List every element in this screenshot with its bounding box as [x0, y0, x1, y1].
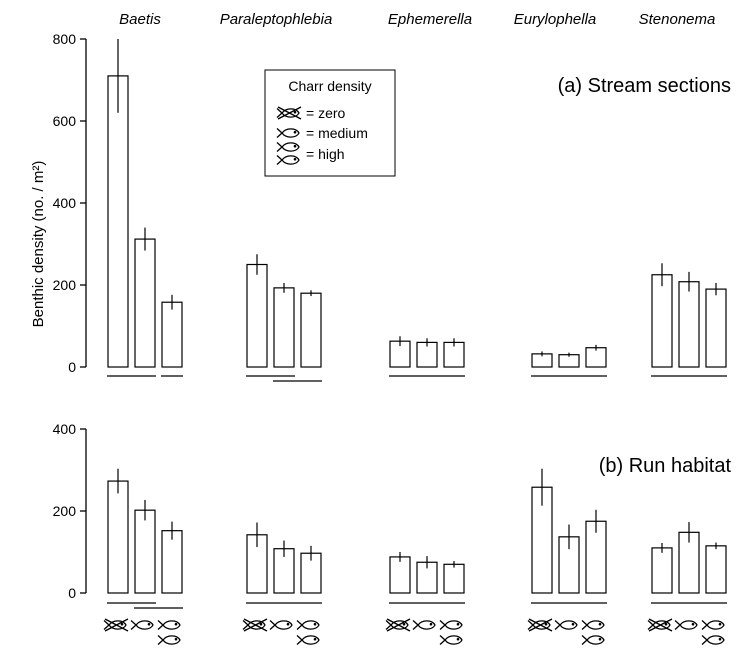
charr-density-icons-row	[104, 619, 725, 646]
bar-a-baetis-high	[161, 301, 183, 368]
crossed-fish-icon-eurylophella	[528, 619, 552, 631]
bar-a-paraleptophlebia-high	[300, 292, 322, 368]
y-tick-label-a-800: 800	[53, 31, 77, 47]
legend-box	[264, 69, 396, 177]
two-fish-icon-ephemerella	[439, 619, 463, 646]
genus-label-eurylophella: Eurylophella	[514, 11, 597, 28]
bar-a-stenonema-high	[705, 288, 727, 368]
y-tick-label-a-200: 200	[53, 277, 77, 293]
y-tick-label-a-0: 0	[68, 359, 76, 375]
bar-b-baetis-zero	[107, 480, 129, 594]
crossed-fish-icon-stenonema	[648, 619, 672, 631]
two-fish-icon-stenonema	[701, 619, 725, 646]
bar-a-stenonema-zero	[651, 274, 673, 368]
crossed-fish-icon-paraleptophlebia	[243, 619, 267, 631]
two-fish-icon-paraleptophlebia	[296, 619, 320, 646]
bar-b-ephemerella-zero	[389, 556, 411, 594]
legend: Charr density = zero = medium = high	[264, 69, 396, 177]
panel-a-plot: 0 200 400 600 800	[53, 31, 727, 382]
bar-a-baetis-medium	[134, 238, 156, 368]
fish-icon-eurylophella	[554, 619, 578, 631]
legend-label-medium: = medium	[306, 125, 368, 141]
bar-b-baetis-high	[161, 530, 183, 594]
crossed-fish-icon-baetis	[104, 619, 128, 631]
y-tick-label-b-400: 400	[53, 421, 77, 437]
fish-icon-paraleptophlebia	[269, 619, 293, 631]
crossed-fish-icon-ephemerella	[386, 619, 410, 631]
legend-title: Charr density	[288, 78, 371, 94]
y-tick-label-b-200: 200	[53, 503, 77, 519]
legend-label-zero: = zero	[306, 105, 346, 121]
y-tick-label-b-0: 0	[68, 585, 76, 601]
panel-a-title: (a) Stream sections	[558, 75, 731, 97]
bar-b-stenonema-zero	[651, 547, 673, 594]
genus-label-stenonema: Stenonema	[639, 11, 716, 28]
genus-label-ephemerella: Ephemerella	[388, 11, 472, 28]
genus-label-paraleptophlebia: Paraleptophlebia	[220, 11, 333, 28]
bar-a-baetis-zero	[107, 75, 129, 368]
bar-a-stenonema-medium	[678, 281, 700, 368]
bar-a-eurylophella-high	[585, 347, 607, 368]
fish-icon-stenonema	[674, 619, 698, 631]
fish-icon-baetis	[130, 619, 154, 631]
bar-a-paraleptophlebia-zero	[246, 263, 268, 368]
bar-b-baetis-medium	[134, 509, 156, 594]
two-fish-icon-baetis	[157, 619, 181, 646]
y-tick-label-a-400: 400	[53, 195, 77, 211]
y-axis-label: Benthic density (no. / m²)	[30, 161, 47, 328]
two-fish-icon-eurylophella	[581, 619, 605, 646]
y-tick-label-a-600: 600	[53, 113, 77, 129]
fish-icon-ephemerella	[412, 619, 436, 631]
legend-label-high: = high	[306, 146, 345, 162]
bar-b-stenonema-high	[705, 545, 727, 594]
bar-a-paraleptophlebia-medium	[273, 287, 295, 368]
bar-b-ephemerella-high	[443, 563, 465, 594]
panel-b-plot: 0 200 400	[53, 421, 727, 609]
panel-b-title: (b) Run habitat	[599, 455, 732, 477]
genus-label-baetis: Baetis	[119, 11, 161, 28]
